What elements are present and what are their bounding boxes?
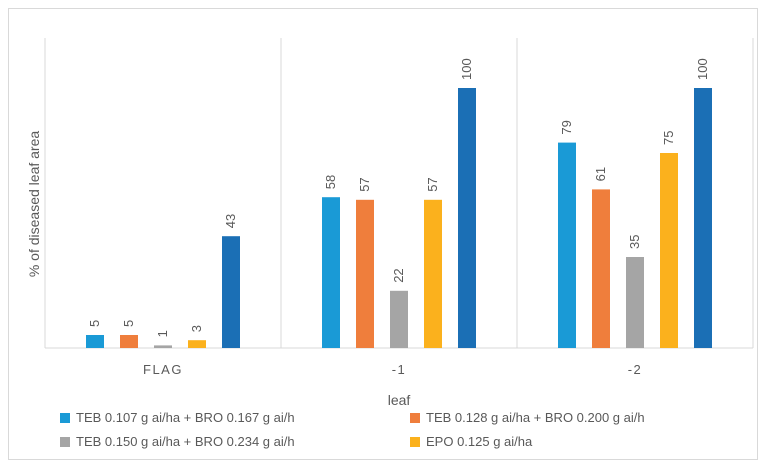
bar	[458, 88, 476, 348]
x-tick-label: -2	[628, 362, 643, 377]
data-label: 75	[661, 131, 676, 145]
legend-swatch	[410, 412, 420, 423]
data-label: 100	[459, 58, 474, 80]
data-label: 58	[323, 175, 338, 189]
legend-label: TEB 0.107 g ai/ha + BRO 0.167 g ai/h	[76, 410, 295, 425]
chart-frame	[8, 8, 758, 460]
legend-swatch	[410, 436, 420, 447]
x-tick-label: FLAG	[143, 362, 183, 377]
bar	[424, 199, 442, 348]
bar	[120, 335, 138, 348]
legend-label: EPO 0.125 g ai/ha	[426, 434, 533, 449]
bar	[222, 236, 240, 348]
data-label: 43	[223, 214, 238, 228]
bar	[592, 189, 610, 348]
legend-item: EPO 0.125 g ai/ha	[410, 434, 532, 449]
bar	[390, 290, 408, 348]
data-label: 5	[121, 320, 136, 327]
data-label: 5	[87, 320, 102, 327]
bar	[558, 142, 576, 348]
data-label: 22	[391, 268, 406, 282]
legend-item: TEB 0.128 g ai/ha + BRO 0.200 g ai/h	[410, 410, 645, 425]
bar	[626, 257, 644, 348]
legend-swatch	[60, 412, 70, 423]
y-axis-title: % of diseased leaf area	[26, 131, 42, 278]
legend-item: TEB 0.107 g ai/ha + BRO 0.167 g ai/h	[60, 410, 295, 425]
data-label: 57	[425, 177, 440, 191]
data-label: 1	[155, 330, 170, 337]
legend-label: TEB 0.150 g ai/ha + BRO 0.234 g ai/h	[76, 434, 295, 449]
data-label: 79	[559, 120, 574, 134]
x-axis-title: leaf	[388, 392, 411, 408]
x-tick-label: -1	[392, 362, 407, 377]
data-label: 100	[695, 58, 710, 80]
bar	[154, 345, 172, 348]
plot-area: 5 5 1 3 43 FLAG 58 57 22 57 100 -1 79 61 35 75 100 -2	[44, 38, 754, 377]
bar	[660, 153, 678, 348]
data-label: 61	[593, 167, 608, 181]
legend-label: TEB 0.128 g ai/ha + BRO 0.200 g ai/h	[426, 410, 645, 425]
bar	[188, 340, 206, 348]
data-label: 35	[627, 235, 642, 249]
legend-item: TEB 0.150 g ai/ha + BRO 0.234 g ai/h	[60, 434, 295, 449]
data-label: 57	[357, 177, 372, 191]
legend-swatch	[60, 436, 70, 447]
data-label: 3	[189, 325, 204, 332]
bar	[356, 199, 374, 348]
bar	[694, 88, 712, 348]
bar	[86, 335, 104, 348]
bar	[322, 197, 340, 348]
